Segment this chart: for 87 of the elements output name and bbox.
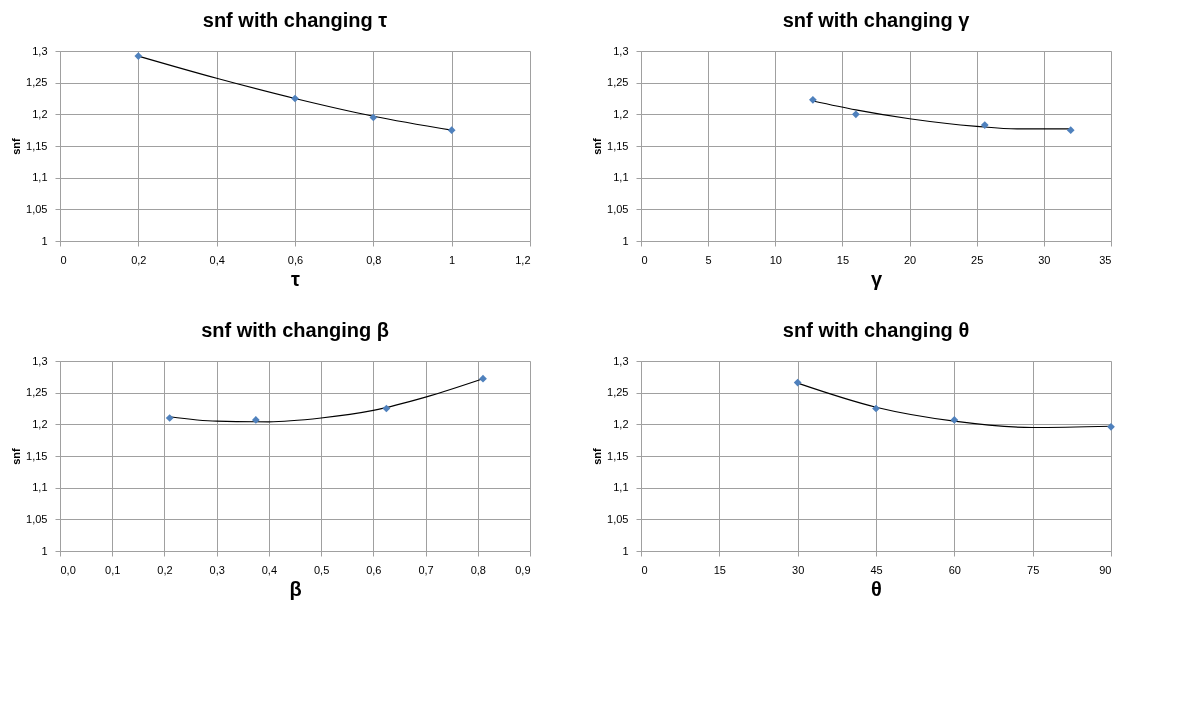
- y-tick-label: 1,25: [26, 386, 48, 399]
- y-tick-label: 1,25: [607, 386, 629, 399]
- chart-title: snf with changing β: [201, 319, 389, 341]
- x-tick-label: 0,4: [261, 563, 278, 576]
- y-tick-label: 1,1: [613, 481, 629, 494]
- point: [1107, 422, 1115, 431]
- x-axis-title: γ: [870, 267, 883, 290]
- point: [479, 374, 487, 383]
- y-tick-label: 1,25: [607, 76, 629, 89]
- y-tick-label: 1,1: [613, 171, 629, 184]
- point: [369, 113, 378, 122]
- x-tick-label: 25: [971, 253, 984, 266]
- point: [165, 414, 174, 422]
- x-tick-label: 30: [792, 563, 805, 576]
- y-tick-label: 1,15: [607, 139, 629, 152]
- y-axis-title: snf: [591, 447, 604, 465]
- x-tick-label: 15: [836, 253, 850, 266]
- point: [980, 121, 989, 129]
- x-tick-label: 0,3: [209, 563, 225, 576]
- point: [809, 95, 817, 104]
- x-tick-label: 15: [713, 563, 726, 576]
- x-tick-label: 1: [449, 253, 456, 266]
- y-tick-label: 1,1: [32, 481, 48, 494]
- point: [950, 416, 959, 424]
- y-tick-label: 1,05: [607, 512, 629, 525]
- y-tick-label: 1,25: [26, 76, 48, 89]
- x-tick-label: 90: [1099, 563, 1112, 576]
- point: [447, 126, 456, 135]
- y-tick-label: 1: [41, 234, 48, 247]
- y-axis-title: snf: [591, 137, 604, 155]
- y-tick-label: 1,3: [613, 354, 629, 367]
- x-tick-label: 0,2: [131, 253, 147, 266]
- x-axis-title: τ: [291, 267, 301, 290]
- x-tick-label: 60: [948, 563, 961, 576]
- x-tick-label: 0,4: [209, 253, 225, 266]
- y-tick-label: 1,2: [613, 107, 629, 120]
- y-tick-label: 1,15: [607, 449, 629, 462]
- point: [1066, 126, 1075, 135]
- x-tick-label: 0,0: [60, 563, 76, 576]
- y-tick-label: 1: [622, 234, 629, 247]
- x-tick-label: 0,9: [515, 563, 531, 576]
- y-tick-label: 1: [622, 544, 629, 557]
- y-tick-label: 1,15: [26, 139, 48, 152]
- y-tick-label: 1: [41, 544, 48, 557]
- x-tick-label: 0,7: [418, 563, 434, 576]
- point: [134, 52, 143, 60]
- x-tick-label: 0,8: [470, 563, 486, 576]
- x-tick-label: 0,6: [366, 563, 382, 576]
- x-tick-label: 0: [60, 253, 67, 266]
- x-tick-label: 20: [903, 253, 917, 266]
- y-axis-title: snf: [10, 137, 23, 155]
- chart-title: snf with changing θ: [782, 319, 970, 341]
- x-tick-label: 0: [641, 253, 648, 266]
- x-tick-label: 30: [1038, 253, 1051, 266]
- y-tick-label: 1,2: [32, 107, 48, 120]
- y-tick-label: 1,15: [26, 449, 48, 462]
- x-tick-label: 10: [769, 253, 782, 266]
- x-axis-title: θ: [871, 577, 882, 600]
- y-tick-label: 1,1: [32, 171, 48, 184]
- x-tick-label: 35: [1099, 253, 1112, 266]
- y-tick-label: 1,05: [607, 202, 629, 215]
- y-tick-label: 1,2: [613, 417, 629, 430]
- y-tick-label: 1,05: [26, 512, 48, 525]
- point: [291, 94, 299, 103]
- x-axis-title: β: [289, 577, 302, 600]
- y-tick-label: 1,2: [32, 417, 48, 430]
- y-tick-label: 1,3: [613, 44, 629, 57]
- point: [851, 110, 860, 119]
- x-tick-label: 0,2: [157, 563, 173, 576]
- x-tick-label: 0,1: [105, 563, 121, 576]
- x-tick-label: 0: [641, 563, 648, 576]
- x-tick-label: 0,8: [366, 253, 382, 266]
- x-tick-label: 1,2: [515, 253, 531, 266]
- x-tick-label: 5: [705, 253, 712, 266]
- point: [251, 416, 260, 424]
- y-tick-label: 1,3: [32, 354, 48, 367]
- y-axis-title: snf: [10, 447, 23, 465]
- y-tick-label: 1,3: [32, 44, 48, 57]
- x-tick-label: 0,6: [287, 253, 304, 266]
- point: [872, 404, 880, 413]
- chart-title: snf with changing τ: [202, 9, 388, 31]
- chart-title: snf with changing γ: [782, 9, 971, 31]
- x-tick-label: 75: [1027, 563, 1040, 576]
- x-tick-label: 0,5: [313, 563, 330, 576]
- point: [793, 378, 802, 387]
- y-tick-label: 1,05: [26, 202, 48, 215]
- x-tick-label: 45: [870, 563, 883, 576]
